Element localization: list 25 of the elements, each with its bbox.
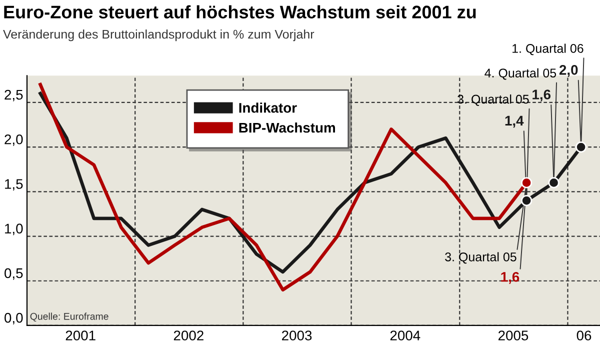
annotation: 1,6 [501,272,520,284]
x-tick-label: 2001 [66,330,96,340]
annotation: 3. Quartal 05 [458,94,529,106]
y-tick-label: 1,0 [5,224,23,236]
legend-label: Indikator [239,102,297,113]
legend-label: BIP-Wachstum [239,122,335,133]
chart-subtitle: Veränderung des Bruttoinlandsprodukt in % zum Vorjahr [3,29,314,42]
y-tick-label: 0,0 [4,312,23,324]
annotation: 3. Quartal 05 [445,252,516,264]
annotation: 1. Quartal 06 [512,44,584,56]
x-tick-label: 06 [576,330,592,340]
annotation: 1,6 [532,90,551,102]
y-tick-label: 1,5 [5,179,23,191]
x-tick-label: 2005 [498,330,528,340]
annotation: 2,0 [559,65,578,77]
y-tick-label: 2,5 [4,90,23,102]
x-tick-label: 2002 [174,330,204,340]
annotation: Quelle: Euroframe [30,312,108,322]
x-tick-label: 2004 [390,330,420,340]
annotation: 4. Quartal 05 [484,68,556,80]
x-tick-label: 2003 [282,330,312,340]
y-tick-label: 0,5 [4,268,23,280]
y-tick-label: 2,0 [4,134,23,146]
chart-title: Euro-Zone steuert auf höchstes Wachstum seit 2001 zu [4,5,476,18]
annotation: 1,4 [505,116,524,128]
